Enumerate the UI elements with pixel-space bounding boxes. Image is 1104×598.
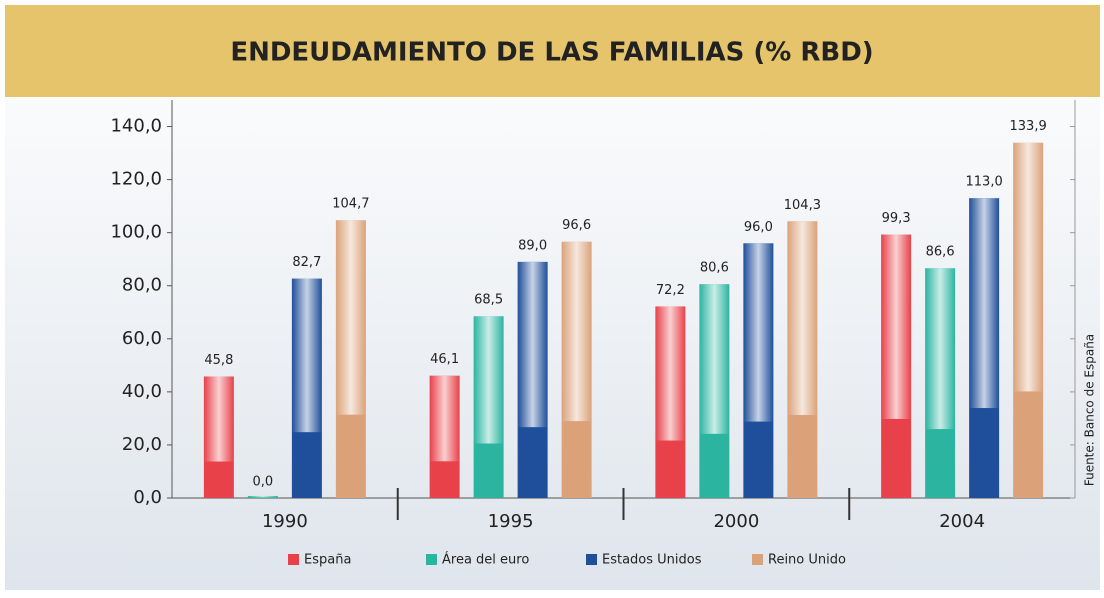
value-label: 99,3 [882, 211, 911, 226]
value-label: 89,0 [518, 238, 547, 253]
bar-highlight [291, 278, 322, 433]
value-label: 96,6 [562, 218, 591, 233]
legend-label: Área del euro [442, 552, 529, 568]
bar-highlight [881, 234, 912, 419]
bar-highlight [787, 221, 818, 415]
y-tick-label: 120,0 [110, 169, 162, 190]
legend-label: Reino Unido [768, 553, 846, 568]
y-tick-label: 20,0 [122, 434, 162, 455]
value-label: 82,7 [292, 255, 321, 270]
bar-highlight [429, 375, 460, 462]
value-label: 86,6 [926, 245, 955, 260]
legend-swatch [426, 554, 437, 565]
bar-highlight [561, 241, 592, 422]
x-tick-label: 2000 [713, 511, 759, 532]
title-banner [5, 5, 1100, 97]
y-tick-label: 60,0 [122, 328, 162, 349]
x-tick-label: 1995 [488, 511, 534, 532]
value-label: 68,5 [474, 293, 503, 308]
value-label: 0,0 [253, 475, 274, 490]
background [5, 5, 1100, 590]
y-tick-label: 40,0 [122, 381, 162, 402]
value-label: 104,3 [784, 198, 821, 213]
x-tick-label: 2004 [939, 511, 985, 532]
legend-label: España [304, 553, 351, 568]
legend-swatch [752, 554, 763, 565]
bar-highlight [247, 496, 278, 498]
bar-highlight [743, 243, 774, 422]
bar-highlight [925, 268, 956, 430]
value-label: 96,0 [744, 220, 773, 235]
bar-highlight [699, 284, 730, 434]
legend-swatch [586, 554, 597, 565]
value-label: 45,8 [204, 353, 233, 368]
chart-title: ENDEUDAMIENTO DE LAS FAMILIAS (% RBD) [230, 38, 873, 68]
legend-swatch [288, 554, 299, 565]
bar-highlight [1013, 142, 1044, 392]
value-label: 80,6 [700, 261, 729, 276]
bar-highlight [203, 376, 234, 462]
y-tick-label: 0,0 [133, 487, 162, 508]
legend-label: Estados Unidos [602, 553, 702, 568]
bar-highlight [335, 220, 366, 415]
x-tick-label: 1990 [262, 511, 308, 532]
value-label: 113,0 [966, 175, 1003, 190]
y-tick-label: 140,0 [110, 116, 162, 137]
bar-highlight [517, 261, 548, 428]
value-label: 104,7 [332, 197, 369, 212]
y-tick-label: 100,0 [110, 222, 162, 243]
value-label: 72,2 [656, 283, 685, 298]
value-label: 46,1 [430, 352, 459, 367]
value-label: 133,9 [1010, 119, 1047, 134]
source: Fuente: Banco de España [1083, 334, 1097, 486]
bar-highlight [473, 316, 504, 444]
bar-highlight [655, 306, 686, 441]
y-tick-label: 80,0 [122, 275, 162, 296]
bar-highlight [969, 198, 1000, 409]
